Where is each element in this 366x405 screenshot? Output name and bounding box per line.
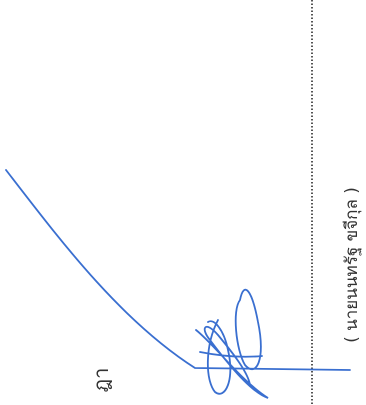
text-fragment: ฎา: [89, 368, 113, 393]
signer-name: ( นายนนทรัฐ ขจีกุล ): [342, 187, 362, 343]
signature: [5, 169, 351, 399]
